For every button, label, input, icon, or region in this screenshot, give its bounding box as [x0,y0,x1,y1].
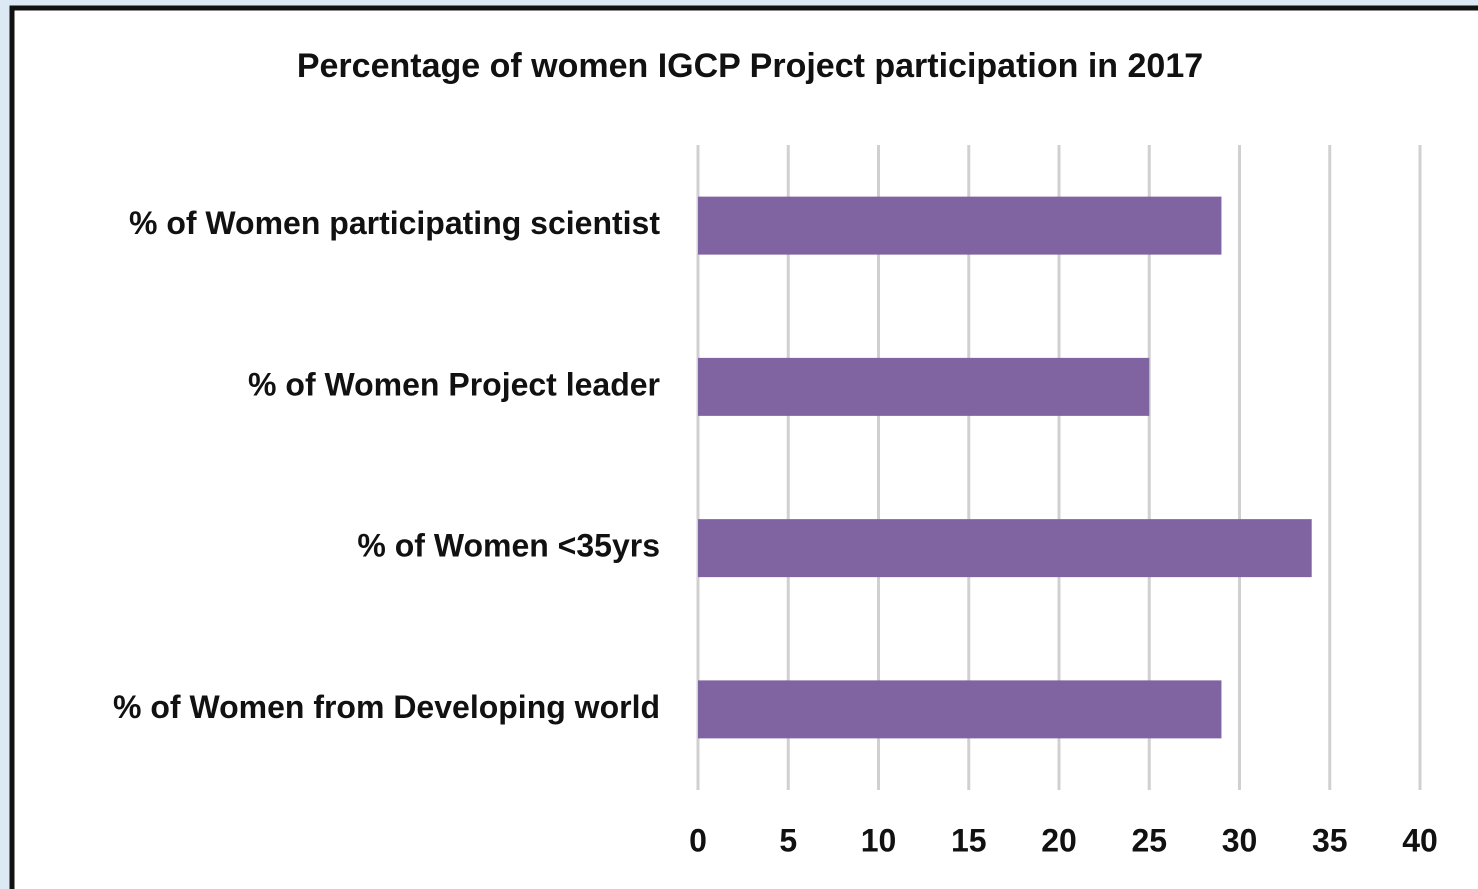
y-tick-label: % of Women <35yrs [357,528,660,564]
chart-frame [9,5,1478,889]
bar [698,196,1222,255]
x-tick-label: 30 [1222,822,1258,858]
bar [698,680,1222,739]
x-tick-label: 15 [951,822,987,858]
x-tick-label: 0 [689,822,707,858]
bar [698,357,1150,416]
x-tick-label: 35 [1312,822,1348,858]
bar [698,519,1312,578]
x-tick-label: 25 [1131,822,1167,858]
x-tick-label: 40 [1402,822,1438,858]
x-tick-label: 20 [1041,822,1077,858]
y-tick-label: % of Women participating scientist [129,205,660,241]
x-tick-label: 5 [779,822,797,858]
y-tick-label: % of Women from Developing world [113,689,660,725]
chart-title: Percentage of women IGCP Project partici… [297,47,1203,85]
y-tick-label: % of Women Project leader [248,366,660,402]
x-tick-label: 10 [861,822,897,858]
